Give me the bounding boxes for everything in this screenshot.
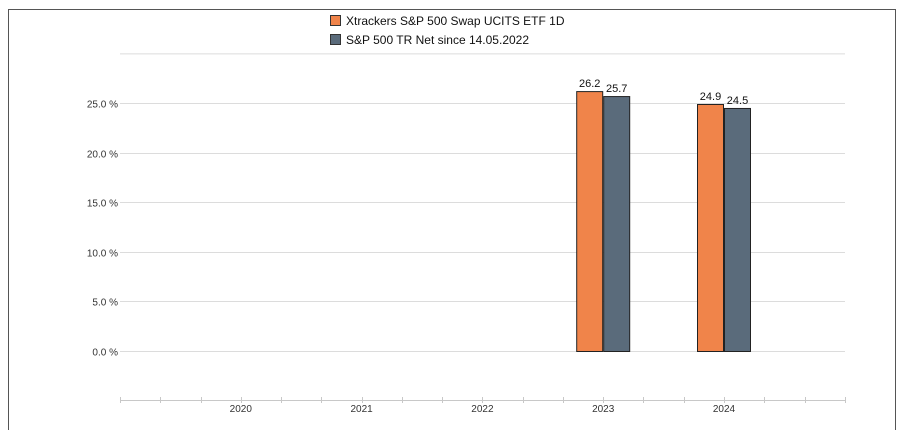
y-tick-label: 10.0 % — [87, 249, 118, 260]
legend-swatch-series-2 — [330, 34, 341, 45]
y-tick-label: 25.0 % — [87, 100, 118, 111]
bar-series-2[interactable] — [724, 107, 751, 352]
legend-item-series-2[interactable]: S&P 500 TR Net since 14.05.2022 — [330, 30, 565, 49]
x-tick-label: 2023 — [592, 404, 615, 415]
y-tick-label: 5.0 % — [92, 298, 118, 309]
chart-legend: Xtrackers S&P 500 Swap UCITS ETF 1D S&P … — [330, 11, 565, 49]
legend-swatch-series-1 — [330, 15, 341, 26]
x-tick-label: 2020 — [230, 404, 253, 415]
bar-series-1[interactable] — [697, 103, 724, 352]
y-tick-label: 20.0 % — [87, 150, 118, 161]
x-tick-label: 2022 — [471, 404, 494, 415]
y-tick-label: 15.0 % — [87, 199, 118, 210]
bar-series-1[interactable] — [576, 91, 604, 352]
legend-label-series-1: Xtrackers S&P 500 Swap UCITS ETF 1D — [346, 13, 565, 28]
frame-left-border — [8, 9, 9, 430]
x-tick-label: 2024 — [713, 404, 736, 415]
legend-item-series-1[interactable]: Xtrackers S&P 500 Swap UCITS ETF 1D — [330, 11, 565, 30]
y-tick-label: 0.0 % — [92, 348, 118, 359]
data-label-series-1: 24.9 — [700, 91, 721, 103]
frame-top-border — [8, 9, 896, 10]
data-label-series-2: 25.7 — [606, 83, 627, 95]
bar-series-2[interactable] — [603, 96, 631, 352]
x-tick-label: 2021 — [350, 404, 373, 415]
frame-right-border — [895, 9, 896, 430]
legend-label-series-2: S&P 500 TR Net since 14.05.2022 — [346, 32, 530, 47]
data-label-series-2: 24.5 — [727, 95, 748, 107]
data-label-series-1: 26.2 — [579, 78, 600, 90]
